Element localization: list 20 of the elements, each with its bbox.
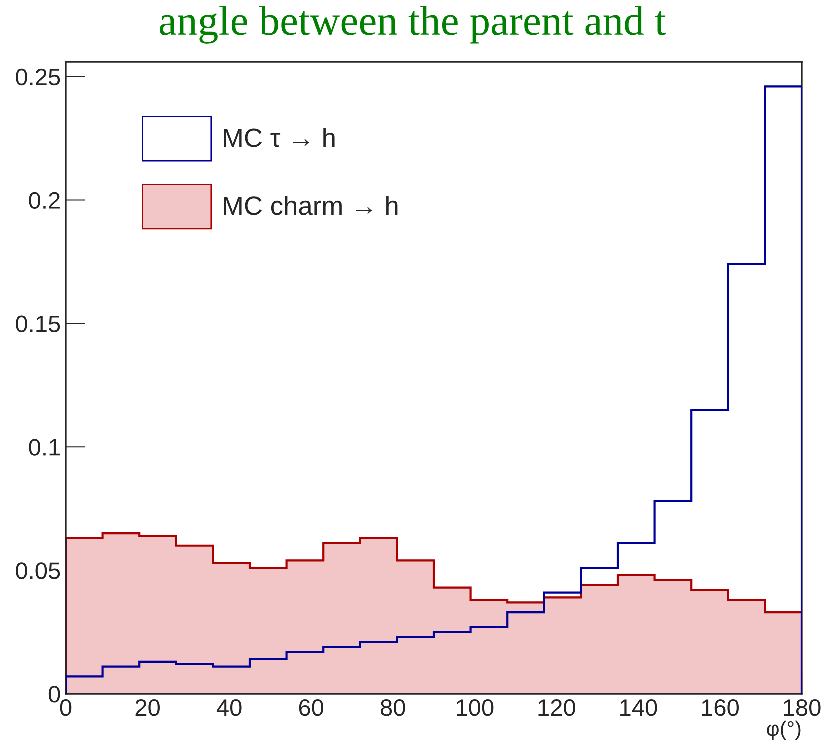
- legend-label: MC τ → h: [224, 128, 335, 148]
- chart-title: angle between the parent and t: [160, 6, 666, 44]
- x-tick-label: 100: [456, 699, 494, 716]
- y-tick-label: 0.2: [29, 192, 60, 210]
- x-tick-label: 80: [381, 699, 406, 716]
- x-axis-title: φ(°): [767, 720, 801, 740]
- x-tick-label: 0: [60, 699, 72, 716]
- x-tick-label: 60: [299, 699, 324, 716]
- y-tick-label: 0.1: [29, 439, 60, 456]
- y-tick-label: 0.25: [16, 68, 60, 86]
- x-tick-label: 20: [136, 699, 160, 716]
- y-tick-label: 0.05: [16, 562, 60, 580]
- x-tick-label: 40: [216, 699, 242, 716]
- x-tick-label: 180: [784, 699, 821, 716]
- y-tick-label: 0: [48, 686, 60, 703]
- y-tick-label: 0.15: [16, 316, 60, 332]
- legend-label: MC charm → h: [224, 196, 398, 216]
- x-tick-label: 140: [620, 699, 658, 716]
- x-tick-label: 120: [538, 699, 576, 716]
- x-tick-label: 160: [702, 699, 739, 716]
